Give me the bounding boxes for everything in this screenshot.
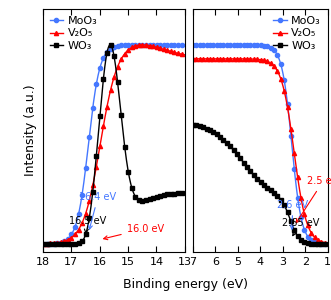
Text: 16.0 eV: 16.0 eV	[104, 224, 164, 240]
Legend: MoO₃, V₂O₅, WO₃: MoO₃, V₂O₅, WO₃	[49, 15, 98, 52]
Text: Binding energy (eV): Binding energy (eV)	[123, 278, 248, 291]
Text: 2.65 eV: 2.65 eV	[282, 218, 319, 236]
Legend: MoO₃, V₂O₅, WO₃: MoO₃, V₂O₅, WO₃	[272, 15, 322, 52]
Text: 2.6 eV: 2.6 eV	[277, 200, 308, 229]
Text: 16.4 eV: 16.4 eV	[79, 192, 117, 229]
Y-axis label: Intensity (a.u.): Intensity (a.u.)	[24, 85, 37, 176]
Text: 16.5 eV: 16.5 eV	[69, 216, 106, 233]
Text: 2.5 eV: 2.5 eV	[296, 176, 331, 223]
